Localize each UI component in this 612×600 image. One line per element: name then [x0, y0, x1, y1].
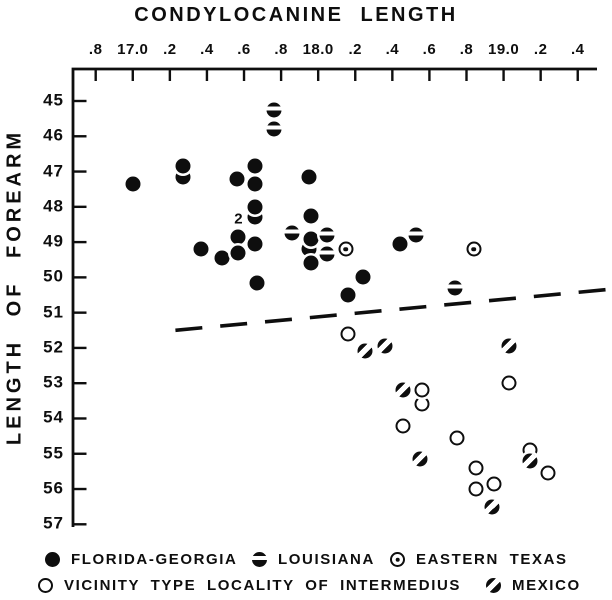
x-tick-label: .8 [88, 41, 103, 58]
data-point-circle-diagonal-band [501, 338, 517, 354]
x-tick-label: .6 [237, 41, 251, 58]
data-point-filled-circle [125, 176, 141, 192]
data-point-filled-circle [193, 241, 209, 257]
data-point-filled-circle [229, 171, 245, 187]
data-point-filled-circle [247, 199, 263, 215]
chart-title: CONDYLOCANINE LENGTH [134, 4, 458, 26]
data-point-filled-circle [303, 255, 319, 271]
data-point-filled-circle [340, 287, 356, 303]
x-tick-label: .2 [533, 41, 548, 58]
data-point-filled-circle [175, 158, 191, 174]
data-point-circle-center-dot [338, 241, 354, 257]
y-tick-label: 55 [43, 443, 64, 463]
data-point-filled-circle [392, 236, 408, 252]
data-point-circle-diagonal-band [395, 382, 411, 398]
circle-center-dot-legend-symbol-icon [390, 552, 405, 567]
legend-item: FLORIDA-GEORGIA [45, 551, 238, 568]
data-point-circle-diagonal-band [412, 451, 428, 467]
x-tick-label: .8 [459, 41, 474, 58]
x-tick-label: 18.0 [302, 41, 334, 58]
x-tick-label: .4 [200, 41, 214, 58]
data-point-circle-white-band [319, 227, 335, 243]
legend-label: VICINITY TYPE LOCALITY OF INTERMEDIUS [64, 577, 462, 594]
y-tick-label: 45 [43, 90, 64, 110]
legend-item: MEXICO [486, 577, 581, 594]
circle-white-band-legend-symbol-icon [252, 552, 267, 567]
legend-label: MEXICO [512, 577, 581, 594]
legend-label: EASTERN TEXAS [416, 551, 568, 568]
legend-label: LOUISIANA [278, 551, 375, 568]
y-tick-label: 47 [43, 161, 64, 181]
x-tick-label: .4 [385, 41, 400, 58]
data-point-open-circle [501, 375, 517, 391]
data-point-filled-circle [230, 245, 246, 261]
x-tick-label: .2 [163, 41, 177, 58]
y-tick-label: 57 [43, 513, 64, 533]
data-point-circle-white-band [408, 227, 424, 243]
filled-circle-legend-symbol-icon [45, 552, 60, 567]
data-point-open-circle [449, 430, 465, 446]
data-point-circle-diagonal-band [484, 499, 500, 515]
data-point-circle-diagonal-band [522, 453, 538, 469]
data-point-filled-circle [249, 275, 265, 291]
data-point-open-circle [395, 418, 411, 434]
data-point-filled-circle [355, 269, 371, 285]
y-tick-label: 54 [43, 408, 64, 428]
y-tick-label: 50 [43, 266, 64, 286]
y-tick-label: 52 [43, 337, 64, 357]
legend-item: EASTERN TEXAS [390, 551, 568, 568]
data-point-circle-diagonal-band [357, 343, 373, 359]
data-point-open-circle [540, 465, 556, 481]
data-point-open-circle [468, 481, 484, 497]
data-point-circle-white-band [266, 102, 282, 118]
legend-item: VICINITY TYPE LOCALITY OF INTERMEDIUS [38, 577, 461, 594]
x-tick-label: .6 [422, 41, 437, 58]
data-point-filled-circle [303, 231, 319, 247]
data-point-open-circle [414, 396, 430, 412]
circle-diagonal-band-legend-symbol-icon [486, 578, 501, 593]
data-point-circle-center-dot [466, 241, 482, 257]
data-point-filled-circle [230, 229, 246, 245]
x-tick-label: 17.0 [117, 41, 149, 58]
y-tick-label: 53 [43, 372, 64, 392]
data-point-open-circle [340, 326, 356, 342]
data-point-circle-white-band [447, 280, 463, 296]
data-point-open-circle [468, 460, 484, 476]
data-point-filled-circle [303, 208, 319, 224]
data-point-circle-white-band [319, 246, 335, 262]
x-tick-label: .4 [570, 41, 585, 58]
data-point-circle-white-band [284, 225, 300, 241]
x-tick-label: 19.0 [487, 41, 520, 58]
data-point-filled-circle [247, 176, 263, 192]
data-point-filled-circle [247, 236, 263, 252]
legend-item: LOUISIANA [252, 551, 375, 568]
data-point-filled-circle [214, 250, 230, 266]
data-point-open-circle [414, 382, 430, 398]
data-point-circle-diagonal-band [377, 338, 393, 354]
y-tick-label: 49 [43, 231, 64, 251]
y-tick-label: 48 [43, 196, 64, 216]
data-point-open-circle [486, 476, 502, 492]
data-point-circle-white-band [266, 121, 282, 137]
data-point-filled-circle [247, 158, 263, 174]
open-circle-legend-symbol-icon [38, 578, 53, 593]
count-annotation: 2 [234, 210, 243, 228]
x-tick-label: .8 [274, 41, 288, 58]
x-tick-label: .2 [348, 41, 363, 58]
y-tick-label: 46 [43, 125, 64, 145]
y-tick-label: 56 [43, 478, 64, 498]
y-tick-label: 51 [43, 302, 64, 322]
legend-label: FLORIDA-GEORGIA [71, 551, 238, 568]
data-point-filled-circle [301, 169, 317, 185]
